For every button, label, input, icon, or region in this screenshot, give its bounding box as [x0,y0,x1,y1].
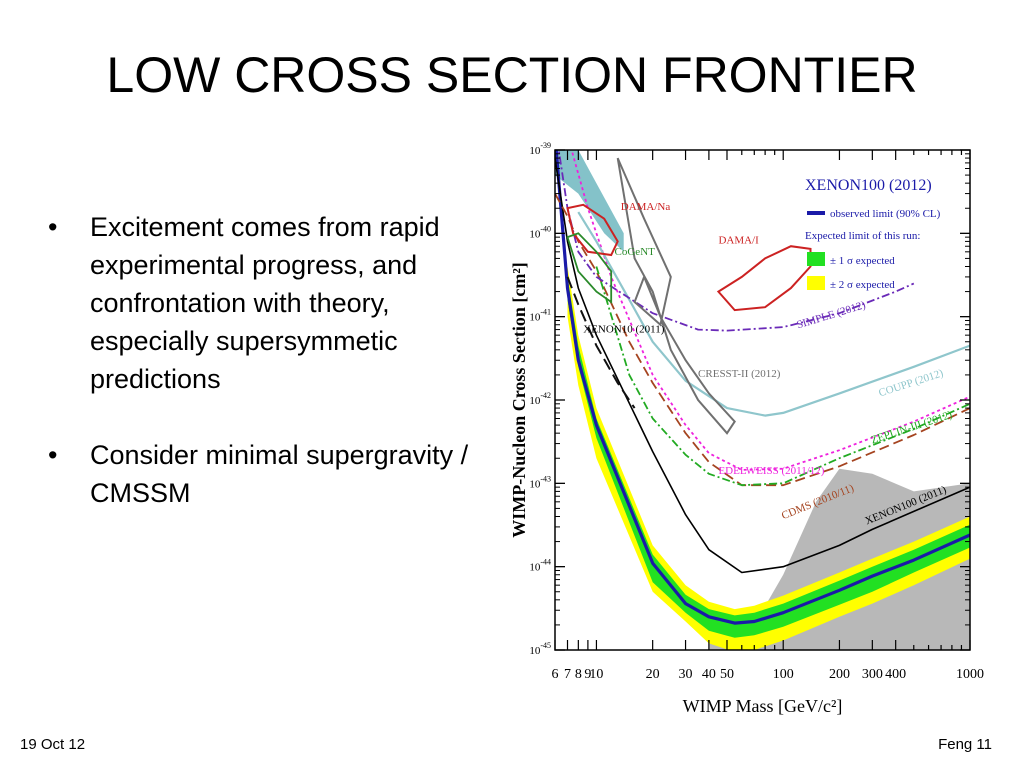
annotation-cresst-ii-2012: CRESST-II (2012) [698,368,781,380]
bullet-item: • Excitement comes from rapid experiment… [48,208,488,398]
annotation-edelweiss-2011-12: EDELWEISS (2011/12) [718,465,824,477]
y-tick-label: 10-43 [529,474,551,490]
x-tick-label: 200 [829,667,850,682]
exclusion-plot: 10-39 10-40 10-41 10-42 10-43 10-44 10-45 6 7 8 9 1… [500,135,1000,735]
series-line-xenon10-2011 [566,276,636,409]
series-line-simple-2012 [557,150,915,332]
x-tick-label: 40 [702,667,716,682]
legend-expected-header: Expected limit of this run: [805,230,920,242]
bullet-item: • Consider minimal supergravity / CMSSM [48,436,488,512]
y-tick-label: 10-40 [529,224,551,240]
bullet-marker: • [48,212,58,242]
legend-two-sigma-swatch [807,276,825,290]
legend-one-sigma-swatch [807,252,825,266]
x-tick-label: 300 [862,667,883,682]
x-tick-label: 7 [564,667,571,682]
y-tick-label: 10-45 [529,641,551,657]
series-line-xenon100-2012 [555,150,970,625]
y-tick-label: 10-41 [529,308,551,324]
x-tick-label: 1000 [956,667,984,682]
footer-date: 19 Oct 12 [20,736,86,753]
footer-page-number: Feng 11 [938,736,992,753]
legend-two-sigma-label: ± 2 σ expected [830,279,895,291]
bullet-marker: • [48,440,58,470]
bullet-text: Consider minimal supergravity / CMSSM [90,440,469,508]
x-tick-label: 6 [552,667,559,682]
plot-area [555,150,970,650]
x-tick-label: 400 [885,667,906,682]
legend-observed-label: observed limit (90% CL) [830,208,941,220]
annotation-dama-na: DAMA/Na [621,201,671,213]
x-axis-label: WIMP Mass [GeV/c²] [683,696,843,716]
y-axis-label: WIMP-Nucleon Cross Section [cm²] [509,262,529,538]
x-tick-label: 10 [589,667,603,682]
x-tick-label: 8 [575,667,582,682]
series-line-coupp-2012 [577,211,970,417]
annotation-xenon10-2011: XENON10 (2011) [583,323,664,335]
region-contour-dama-na [566,203,619,257]
region-dama-channeling [555,150,624,252]
annotation-cogent: CoGeNT [615,246,656,258]
slide-title: LOW CROSS SECTION FRONTIER [106,47,918,103]
bullet-list: • Excitement comes from rapid experiment… [48,208,488,550]
legend-title: XENON100 (2012) [805,177,932,194]
bullet-text: Excitement comes from rapid experimental… [90,212,440,394]
y-tick-label: 10-42 [529,391,551,407]
x-tick-label: 100 [773,667,794,682]
x-tick-label: 20 [646,667,660,682]
y-tick-label: 10-44 [529,558,551,574]
region-contour-cresst-ii-2012 [616,157,736,435]
x-tick-label: 9 [584,667,591,682]
series-line-zeplin-iii-2012 [595,266,970,487]
series-line-xenon100-2011 [555,157,970,574]
x-tick-label: 30 [679,667,693,682]
legend-one-sigma-label: ± 1 σ expected [830,255,895,267]
region-contour-cogent [566,232,613,304]
annotation-dama-i: DAMA/I [718,235,759,247]
x-tick-label: 50 [720,667,734,682]
y-tick-label: 10-39 [529,141,551,157]
